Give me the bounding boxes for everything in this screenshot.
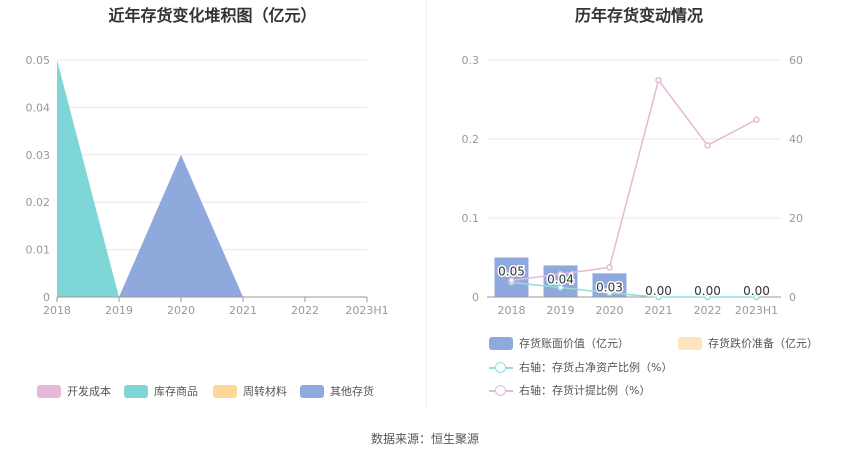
right-x-tick-label: 2019 [547,304,575,317]
right-legend-item[interactable]: 存货跌价准备（亿元） [678,335,818,351]
right-chart-canvas: 0 0.1 0.2 0.3 0 20 40 60 2018 2019 2020 2021 2022 202… [462,54,804,317]
line-point-0 [753,293,760,301]
right-legend-item[interactable]: 存货账面价值（亿元） [489,335,629,351]
bar-data-label: 0.00 [743,284,770,298]
legend-label: 右轴：存货计提比例（%） [519,384,651,397]
right-chart-legend: 存货账面价值（亿元） 存货跌价准备（亿元） 右轴：存货占净资产比例（%） 右轴：存货计… [428,335,850,405]
line-point-0 [655,293,662,301]
legend-label: 其他存货 [330,385,374,398]
legend-swatch [489,361,513,374]
line-series-1 [511,78,757,282]
legend-marker [495,384,506,396]
bar-data-label: 0.03 [596,280,623,294]
left-legend-item[interactable]: 其他存货 [300,383,374,399]
right-x-tick-label: 2023H1 [735,304,778,317]
line-series-0 [511,281,757,298]
legend-swatch [213,384,237,398]
line-point-1 [557,270,564,278]
legend-label: 存货账面价值（亿元） [519,337,629,350]
right-left-y-tick-label: 0.3 [462,54,480,67]
panel-divider [426,0,427,408]
bar-book-value [543,265,578,297]
line-point-1 [753,116,760,123]
left-legend-item[interactable]: 开发成本 [37,383,111,399]
inventory-change-chart: 历年存货变动情况 0 0.1 0.2 0.3 0 20 40 60 2018 2019 2020 20… [428,0,850,410]
legend-label: 右轴：存货占净资产比例（%） [519,361,673,374]
area-series-1 [57,60,367,297]
line-point-0 [557,284,564,291]
legend-label: 存货跌价准备（亿元） [708,337,818,350]
left-y-tick-label: 0.04 [26,101,51,114]
legend-label: 开发成本 [67,385,111,398]
line-point-1 [508,277,515,284]
left-x-tick-label: 2020 [167,304,195,317]
data-source: 数据来源：恒生聚源 [370,432,479,446]
right-right-y-tick-label: 20 [789,212,803,225]
right-left-y-tick-label: 0.2 [462,133,480,146]
left-y-tick-label: 0.02 [26,196,51,209]
legend-swatch [489,336,513,350]
bar-book-value [592,273,627,297]
right-right-y-tick-label: 60 [789,54,803,67]
legend-swatch [678,336,702,350]
right-left-y-tick-label: 0 [472,291,479,304]
right-right-y-tick-label: 40 [789,133,803,146]
bar-data-label: 0.00 [694,284,721,298]
left-chart-title: 近年存货变化堆积图（亿元） [108,6,317,25]
legend-swatch [124,384,148,398]
right-x-tick-label: 2022 [694,304,722,317]
legend-swatch [489,384,513,397]
left-x-tick-label: 2021 [229,304,257,317]
left-chart-legend: 开发成本 库存商品 周转材料 其他存货 [0,383,425,399]
legend-swatch [37,384,61,398]
bar-data-label: 0.05 [498,265,525,279]
bar-data-label: 0.00 [645,284,672,298]
legend-label: 周转材料 [243,385,287,398]
left-y-tick-label: 0.05 [26,54,51,67]
legend-marker [495,361,506,373]
right-legend-item[interactable]: 右轴：存货计提比例（%） [489,382,650,398]
area-series-3 [57,60,367,297]
left-chart-canvas: 0 0.01 0.02 0.03 0.04 0.05 2018 2019 2020 2021 202… [26,54,389,317]
right-chart-title: 历年存货变动情况 [574,6,703,25]
right-right-y-tick-label: 0 [789,291,796,304]
legend-swatch [300,384,324,398]
left-y-tick-label: 0.01 [26,244,51,257]
left-y-tick-label: 0.03 [26,149,51,162]
line-point-0 [704,293,711,301]
line-point-1 [606,264,613,271]
line-point-1 [704,142,711,149]
left-y-tick-label: 0 [43,291,50,304]
left-x-tick-label: 2022 [291,304,319,317]
legend-label: 库存商品 [154,385,198,398]
right-left-y-tick-label: 0.1 [462,212,480,225]
stacked-area-chart: 近年存货变化堆积图（亿元） 0 0.01 0.02 0.03 0.04 0.05 2018 2… [0,0,425,410]
left-legend-item[interactable]: 周转材料 [213,383,287,399]
line-point-0 [606,289,613,297]
line-point-1 [655,76,662,84]
bar-data-label: 0.04 [547,272,574,286]
left-x-tick-label: 2018 [43,304,71,317]
right-x-tick-label: 2020 [596,304,624,317]
left-x-tick-label: 2019 [105,304,133,317]
right-legend-item[interactable]: 右轴：存货占净资产比例（%） [489,359,672,375]
left-x-tick-label: 2023H1 [345,304,388,317]
right-x-tick-label: 2021 [645,304,673,317]
right-x-tick-label: 2018 [498,304,526,317]
left-legend-item[interactable]: 库存商品 [124,383,198,399]
